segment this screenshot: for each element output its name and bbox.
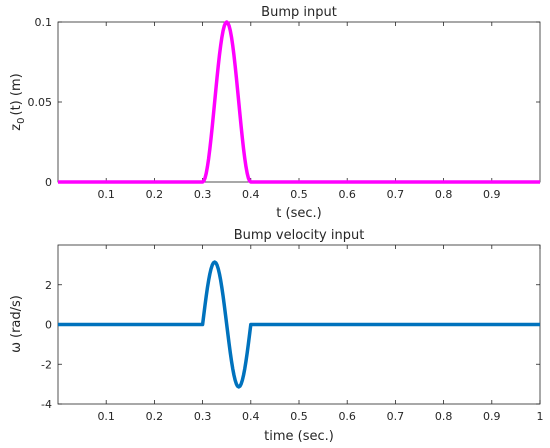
y-tick-label: 0.05 [28,96,53,109]
x-tick-label: 0.6 [338,188,356,201]
tick-group: 0.1 0.2 0.3 0.4 0.5 0.6 0.7 0.8 0.9 0 0.05 0.1 [28,16,540,201]
x-tick-label: 0.8 [435,188,453,201]
y-tick-label: -2 [41,358,52,371]
y-tick-label: 0.1 [35,16,53,29]
x-tick-label: 0.6 [338,410,356,423]
y-tick-label: 2 [45,279,52,292]
y-tick-label: 0 [45,319,52,332]
bump-velocity-chart: Bump velocity input 0.1 0.2 0.3 0.4 0.5 0.6 0.… [9,228,544,444]
x-axis-label: time (sec.) [264,429,334,444]
x-tick-label: 0.9 [483,410,501,423]
y-label-rest: (t) (m) [9,73,24,115]
series-line [57,260,541,389]
x-tick-label: 0.5 [290,410,308,423]
x-tick-label: 0.7 [387,410,405,423]
y-axis-label: z0 (t) (m) [9,73,27,130]
tick-group: 0.1 0.2 0.3 0.4 0.5 0.6 0.7 0.8 0.9 1 -4 -2 0 2 [41,245,544,423]
y-axis-label: ω (rad/s) [9,295,24,353]
y-label-base: z [9,124,24,131]
bump-input-chart: Bump input 0.1 0.2 0.3 0.4 0.5 0.6 0.7 0.8 0.900… [9,5,541,221]
x-tick-label: 0.3 [194,188,212,201]
x-tick-label: 0.1 [97,188,115,201]
x-tick-label: 0.1 [97,410,115,423]
x-tick-label: 0.7 [387,188,405,201]
x-tick-label: 0.5 [290,188,308,201]
x-tick-label: 1 [537,410,544,423]
y-label-base: ω [9,342,24,353]
x-tick-label: 0.2 [146,410,164,423]
y-tick-label: 0 [45,176,52,189]
y-tick-label: -4 [41,398,52,411]
chart-title: Bump velocity input [234,228,365,243]
x-tick-label: 0.9 [483,188,501,201]
x-axis-label: t (sec.) [276,206,321,221]
series-line [57,20,541,184]
chart-title: Bump input [261,5,337,20]
y-label-rest: (rad/s) [9,295,24,338]
x-tick-label: 0.3 [194,410,212,423]
plot-area [57,21,541,183]
x-tick-label: 0.8 [435,410,453,423]
x-tick-label: 0.4 [242,188,260,201]
x-tick-label: 0.2 [146,188,164,201]
y-label-subscript: 0 [16,117,27,123]
x-tick-label: 0.4 [242,410,260,423]
